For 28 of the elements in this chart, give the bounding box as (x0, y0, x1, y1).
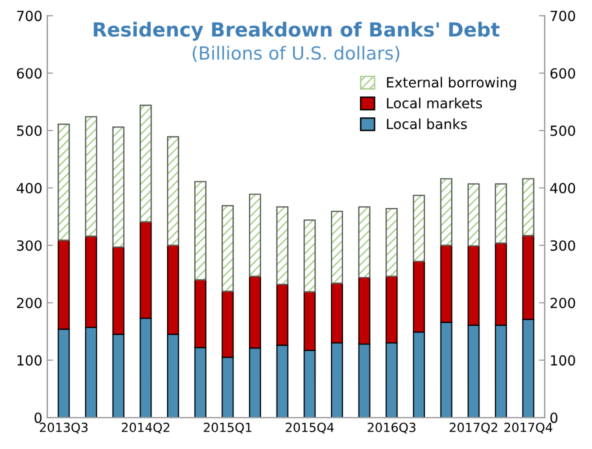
x-tick-label: 2013Q3 (40, 422, 88, 434)
x-tick-label: 2014Q2 (122, 422, 170, 434)
y2-tick-label: 700 (550, 10, 576, 22)
x-tick-label: 2017Q4 (504, 422, 552, 434)
y-tick-label: 100 (18, 355, 42, 366)
y2-tick-label: 300 (550, 240, 576, 251)
y2-tick-label: 500 (550, 126, 576, 136)
x-tick-label: 2015Q4 (286, 422, 334, 434)
y2-tick-label: 100 (551, 355, 576, 366)
x-tick-label: 2016Q3 (368, 422, 416, 434)
y-tick-label: 400 (16, 182, 42, 194)
y-tick-label: 600 (16, 68, 42, 79)
text: (Billions of U.S. dollars) (192, 46, 400, 62)
legend-label: External borrowing (387, 76, 516, 90)
y-tick-label: 700 (17, 10, 42, 22)
y2-tick-label: 600 (550, 68, 576, 79)
x-tick-label: 2015Q1 (204, 422, 252, 434)
y2-tick-label: 400 (550, 182, 576, 194)
y2-tick-label: 200 (550, 298, 576, 308)
legend-label: Local markets (387, 98, 482, 108)
y2-tick-label: 0 (550, 412, 558, 424)
x-tick-label: 2017Q2 (450, 422, 498, 434)
legend-label: Local banks (387, 118, 467, 130)
y-tick-label: 300 (17, 240, 42, 251)
chart-title: Residency Breakdown of Banks' Debt (94, 22, 500, 41)
y-tick-label: 500 (17, 126, 42, 136)
y-tick-label: 0 (34, 412, 42, 424)
y-tick-label: 200 (17, 298, 42, 308)
